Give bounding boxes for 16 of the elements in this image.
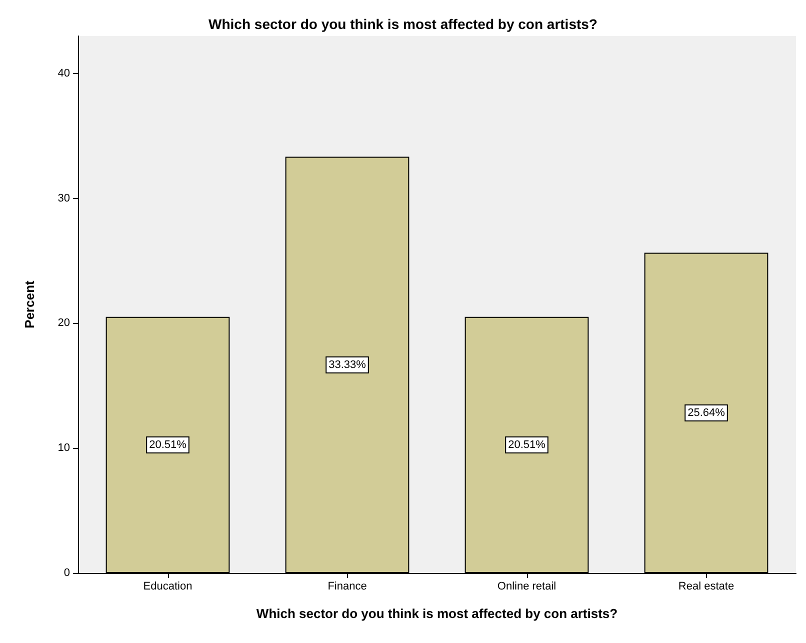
data-label: 33.33% (328, 358, 366, 371)
y-tick-label: 10 (58, 442, 70, 454)
x-tick-label: Education (143, 580, 192, 592)
data-label: 20.51% (508, 438, 546, 451)
y-tick-label: 40 (58, 67, 70, 80)
y-axis-title: Percent (22, 280, 37, 328)
x-tick-label: Real estate (678, 580, 734, 592)
data-label: 25.64% (688, 406, 726, 419)
data-label: 20.51% (149, 438, 187, 451)
y-tick-label: 20 (58, 317, 70, 330)
chart-title: Which sector do you think is most affected by con artists? (208, 16, 598, 32)
x-tick-label: Finance (328, 580, 367, 592)
y-tick-label: 0 (64, 567, 70, 579)
x-tick-label: Online retail (497, 580, 556, 592)
x-axis-title: Which sector do you think is most affected by con artists? (256, 606, 618, 621)
y-tick-label: 30 (58, 192, 70, 204)
